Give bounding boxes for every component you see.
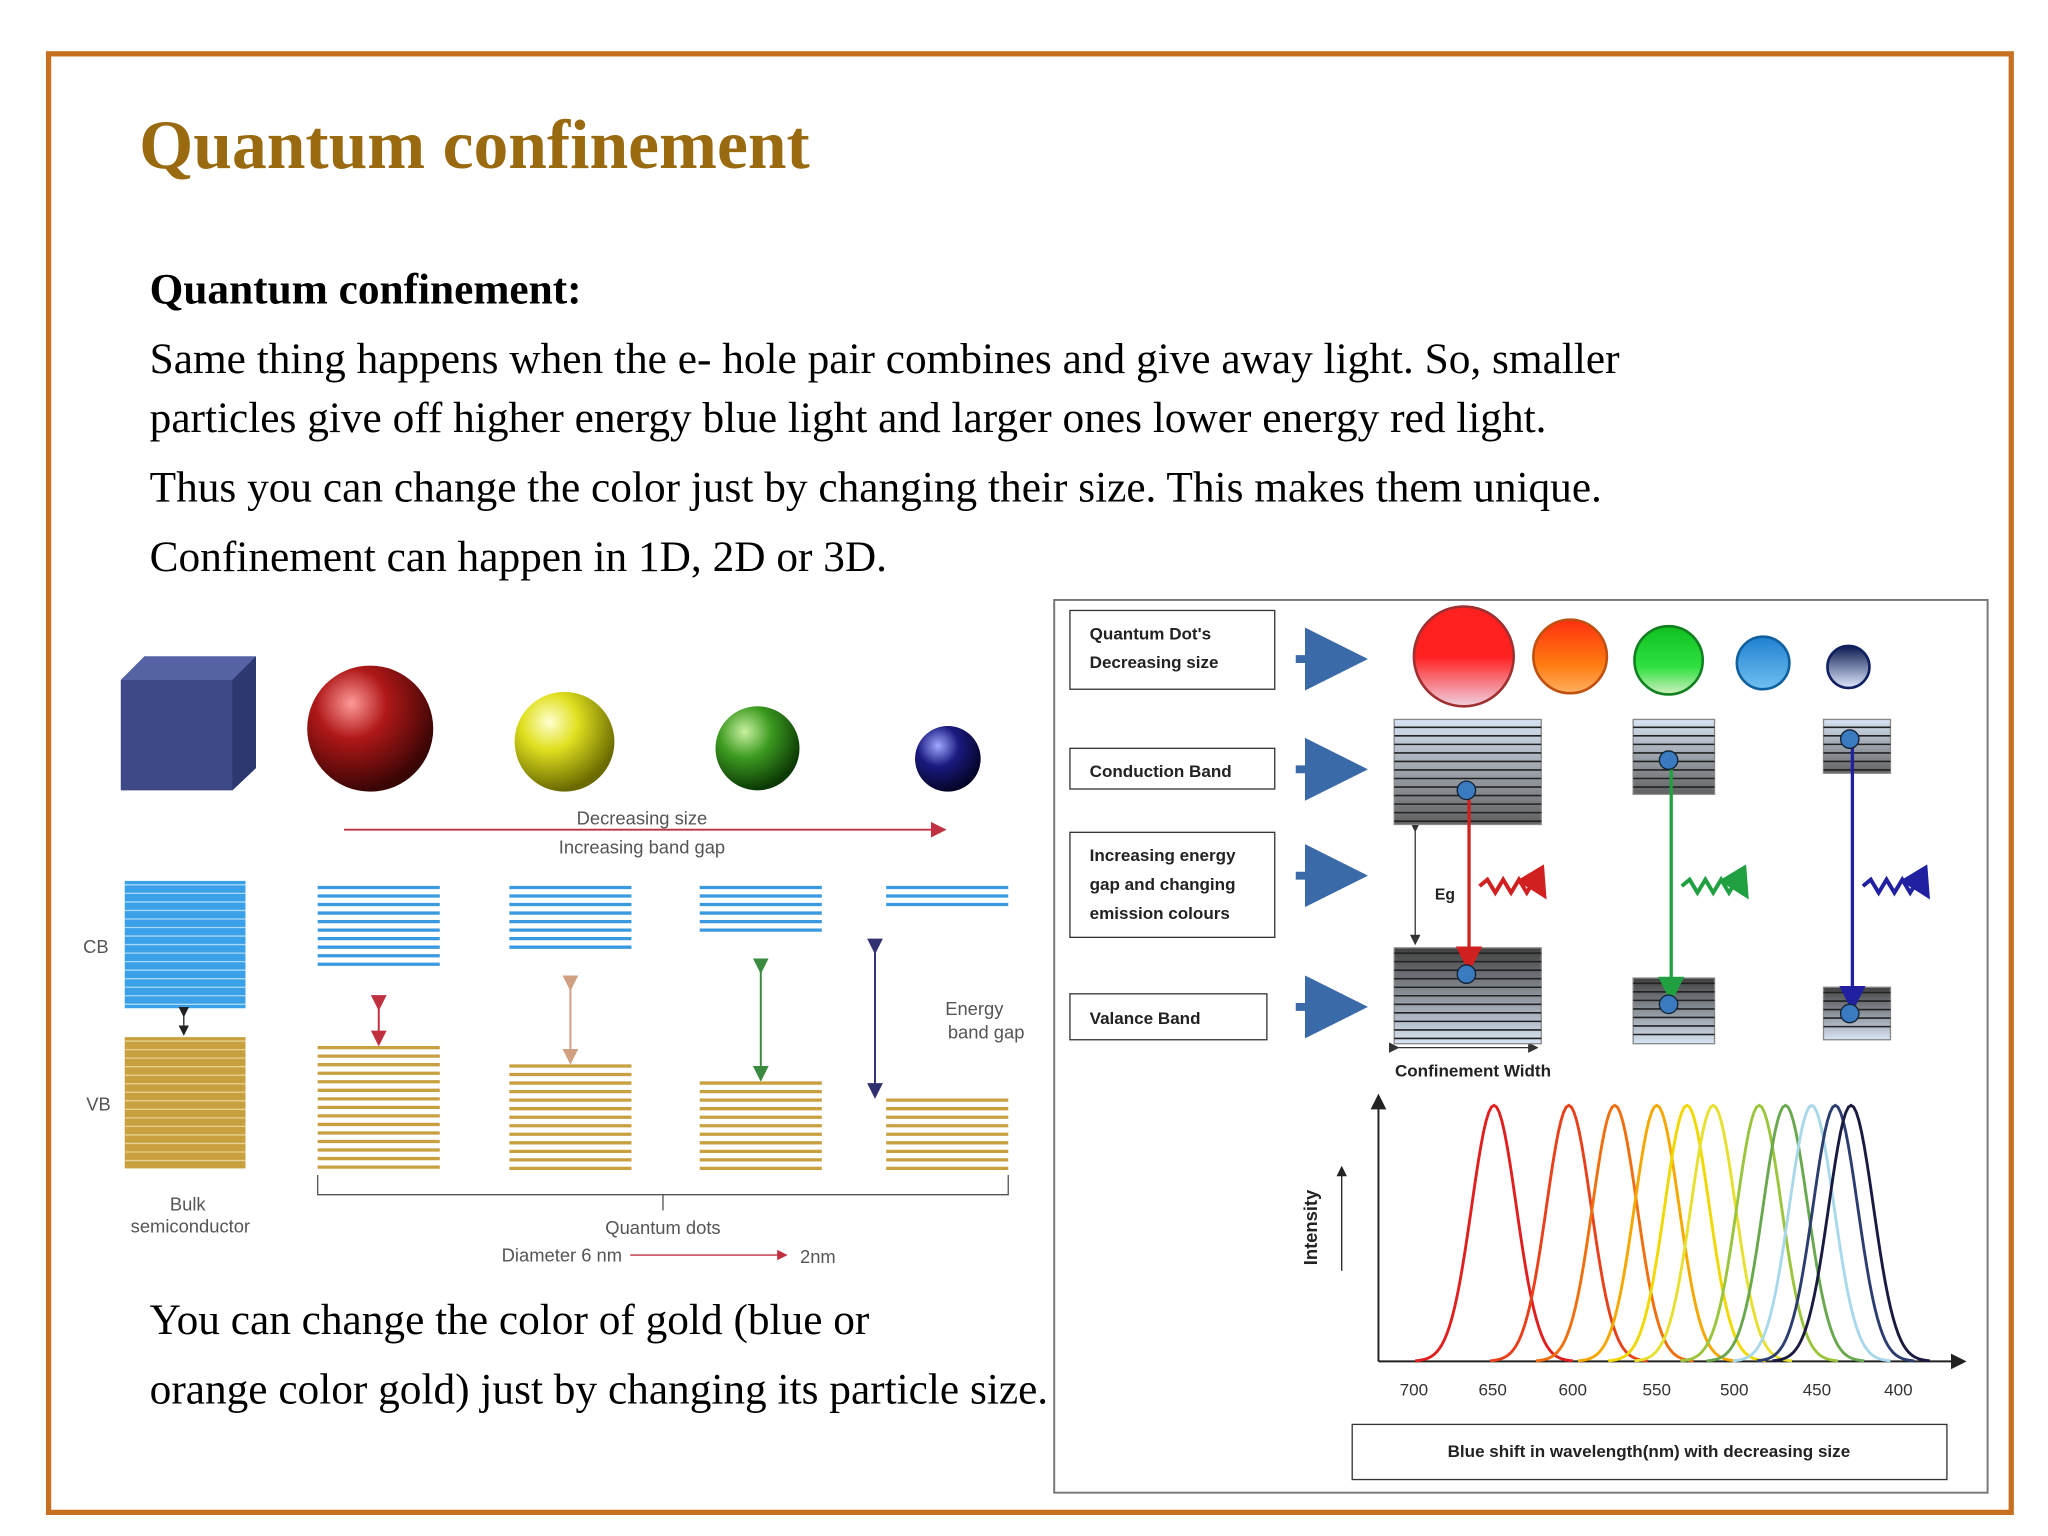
text-line: orange color gold) just by changing its … <box>150 1365 1048 1413</box>
photon <box>1478 864 1547 900</box>
label: 2nm <box>800 1246 836 1267</box>
x-tick-label: 400 <box>1884 1381 1912 1400</box>
label: semiconductor <box>131 1216 250 1237</box>
spectrum <box>1680 1103 1839 1363</box>
x-tick-label: 500 <box>1720 1381 1748 1400</box>
spectrum <box>1577 1103 1736 1363</box>
spectrum <box>1756 1103 1915 1363</box>
x-tick-label: 700 <box>1400 1381 1428 1400</box>
label: VB <box>86 1094 111 1115</box>
spectrum <box>1415 1103 1573 1363</box>
caption: Blue shift in wavelength(nm) with decrea… <box>1448 1442 1851 1461</box>
spectrum <box>1706 1103 1865 1363</box>
label-box <box>1069 747 1276 790</box>
label: Diameter 6 nm <box>502 1245 622 1266</box>
x-tick-label: 600 <box>1559 1381 1587 1400</box>
label-box <box>1069 993 1268 1041</box>
dot <box>1412 605 1515 708</box>
dot <box>1735 635 1791 691</box>
sphere <box>915 725 981 792</box>
heading: Quantum confinement: <box>150 265 582 313</box>
label: emission colours <box>1090 904 1230 923</box>
label: Increasing energy <box>1090 846 1236 865</box>
cube-top <box>120 656 257 681</box>
electron <box>1456 780 1477 801</box>
cube-side <box>232 656 256 791</box>
hole <box>1456 964 1477 984</box>
label: Eg <box>1435 886 1455 903</box>
dot <box>1532 618 1609 695</box>
x-tick-label: 450 <box>1803 1381 1831 1400</box>
sphere <box>514 691 615 792</box>
text-line: You can change the color of gold (blue o… <box>150 1296 870 1344</box>
cube <box>120 656 257 791</box>
spectrum <box>1608 1103 1766 1363</box>
label: Conduction Band <box>1090 762 1232 781</box>
text-line: Thus you can change the color just by ch… <box>150 463 1602 511</box>
label-box <box>1069 609 1276 690</box>
label: Quantum dots <box>605 1217 720 1238</box>
electron <box>1839 729 1860 749</box>
slide-border <box>45 51 2014 1515</box>
photon <box>1680 864 1749 900</box>
label: Increasing band gap <box>559 836 725 857</box>
label: gap and changing <box>1090 875 1236 894</box>
band <box>124 1037 246 1169</box>
sphere <box>307 665 434 792</box>
text-line: Same thing happens when the e- hole pair… <box>150 335 1620 383</box>
label: Bulk <box>170 1193 207 1214</box>
hole <box>1839 1003 1860 1024</box>
spectrum <box>1772 1103 1930 1363</box>
electron <box>1658 750 1679 770</box>
x-tick-label: 550 <box>1643 1381 1671 1400</box>
label: Energy <box>945 998 1004 1019</box>
axis-title: Intensity <box>1300 1189 1321 1265</box>
hole <box>1658 994 1679 1015</box>
x-tick-label: 650 <box>1478 1381 1506 1400</box>
label: band gap <box>948 1021 1025 1042</box>
bracket <box>317 1174 1009 1211</box>
text-line: particles give off higher energy blue li… <box>150 394 1547 442</box>
dot <box>1633 624 1705 696</box>
dot <box>1826 644 1871 690</box>
label: Decreasing size <box>1090 653 1219 672</box>
label: Decreasing size <box>577 807 708 828</box>
sphere <box>715 706 800 791</box>
label-box <box>1069 831 1276 939</box>
label: CB <box>83 936 109 957</box>
conduction-band <box>1822 718 1892 774</box>
label: Confinement Width <box>1395 1062 1551 1081</box>
caption-box <box>1351 1423 1948 1481</box>
slide-title: Quantum confinement <box>139 107 810 184</box>
spectrum <box>1732 1103 1891 1363</box>
spectrum <box>1535 1103 1694 1363</box>
label: Valance Band <box>1090 1009 1201 1028</box>
text-line: Confinement can happen in 1D, 2D or 3D. <box>150 533 887 581</box>
label: Quantum Dot's <box>1090 624 1211 643</box>
spectrum <box>1489 1103 1648 1363</box>
photon <box>1861 864 1930 900</box>
spectrum <box>1634 1103 1793 1363</box>
